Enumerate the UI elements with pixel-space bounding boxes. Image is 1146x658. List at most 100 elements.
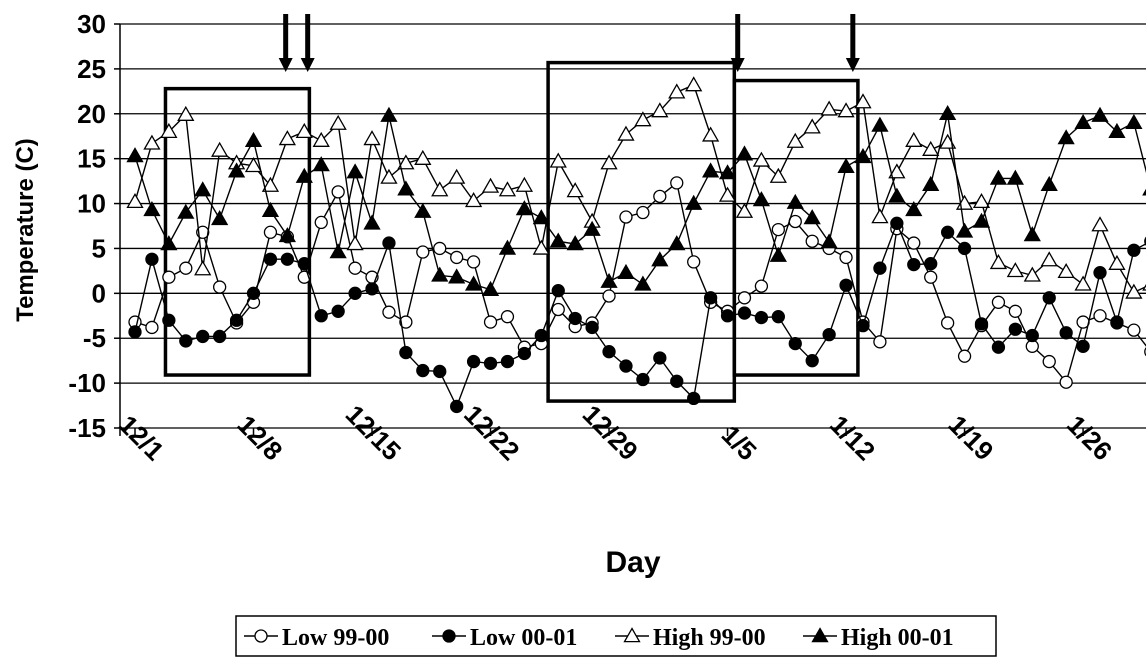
data-point: [329, 114, 347, 130]
data-point: [227, 162, 246, 178]
data-point: [1076, 339, 1090, 353]
x-tick-label: 1/26: [1061, 409, 1118, 466]
y-tick-label: 5: [92, 233, 106, 263]
data-point: [873, 261, 887, 275]
data-point: [735, 145, 754, 161]
data-point: [822, 327, 836, 342]
data-point: [1108, 122, 1126, 139]
data-point: [280, 252, 295, 266]
data-point: [718, 186, 737, 202]
data-point: [957, 241, 972, 256]
data-point: [805, 354, 819, 368]
series-layer: [126, 76, 1146, 414]
data-point: [888, 187, 906, 203]
legend-label: High 00-01: [841, 625, 954, 651]
data-point: [991, 295, 1006, 309]
data-point: [329, 243, 347, 259]
data-point: [718, 164, 737, 180]
data-point: [636, 205, 650, 220]
data-point: [957, 349, 972, 363]
data-point: [346, 235, 364, 251]
data-point: [1059, 375, 1073, 389]
data-point: [331, 185, 345, 199]
data-point: [972, 192, 991, 209]
data-point: [1127, 323, 1141, 337]
y-tick-label: -15: [68, 413, 106, 443]
x-tick-label: 12/8: [231, 409, 288, 466]
legend-label: Low 99-00: [282, 625, 389, 651]
y-tick-label: 0: [92, 278, 106, 308]
data-point: [212, 280, 227, 294]
series-line: [134, 113, 1146, 291]
data-point: [856, 319, 870, 333]
arrow-head: [278, 58, 293, 72]
data-point: [448, 268, 466, 284]
data-point: [922, 175, 940, 191]
y-tick-label: 30: [77, 9, 106, 39]
data-point: [786, 193, 804, 209]
data-point: [905, 131, 923, 147]
data-point: [297, 257, 311, 271]
data-point: [602, 289, 616, 303]
data-point: [278, 130, 296, 146]
data-point: [1040, 175, 1058, 191]
series-line: [134, 221, 1146, 409]
arrow-head: [845, 58, 860, 72]
data-point: [177, 105, 195, 121]
data-point: [651, 251, 669, 267]
data-point: [196, 329, 210, 344]
data-point: [1040, 251, 1058, 267]
series-low-00-01: [128, 216, 1146, 414]
data-point: [126, 147, 144, 163]
data-point: [634, 275, 652, 291]
data-point: [433, 241, 447, 256]
data-point: [1023, 266, 1041, 282]
data-point: [873, 335, 887, 349]
data-point: [585, 320, 599, 335]
data-point: [839, 250, 853, 265]
data-point: [955, 222, 974, 238]
event-arrows: [278, 14, 860, 72]
data-point: [1142, 188, 1146, 196]
y-tick-label: 10: [77, 189, 106, 219]
data-point: [752, 151, 771, 167]
data-point: [295, 167, 313, 183]
data-point: [1093, 266, 1107, 280]
data-point: [820, 100, 838, 116]
data-point: [566, 235, 584, 251]
data-point: [771, 310, 785, 324]
data-point: [1023, 226, 1041, 242]
series-high-99-00: [126, 76, 1146, 299]
data-point: [991, 340, 1006, 354]
data-point: [653, 189, 667, 204]
arrow-head: [730, 58, 745, 72]
data-point: [431, 181, 449, 197]
data-point: [600, 272, 618, 288]
data-point: [464, 275, 483, 291]
data-point: [623, 627, 641, 643]
event-arrow: [300, 14, 315, 72]
data-point: [312, 131, 330, 147]
data-point: [636, 372, 650, 387]
data-point: [145, 252, 159, 266]
data-point: [803, 209, 821, 225]
data-point: [617, 263, 635, 279]
data-point: [532, 239, 550, 255]
data-point: [244, 157, 263, 173]
data-point: [1008, 322, 1023, 336]
data-point: [940, 225, 955, 239]
y-tick-label: -10: [68, 368, 106, 398]
data-point: [771, 222, 785, 237]
data-point: [179, 261, 193, 275]
data-point: [414, 149, 432, 165]
data-point: [466, 255, 481, 269]
data-point: [433, 364, 447, 379]
event-arrow: [278, 14, 293, 72]
data-point: [483, 356, 498, 371]
data-point: [703, 291, 718, 305]
y-tick-label: -5: [83, 323, 106, 353]
data-point: [924, 270, 938, 284]
x-tick-label: 12/29: [577, 399, 644, 466]
data-point: [399, 315, 413, 329]
data-point: [989, 253, 1008, 270]
